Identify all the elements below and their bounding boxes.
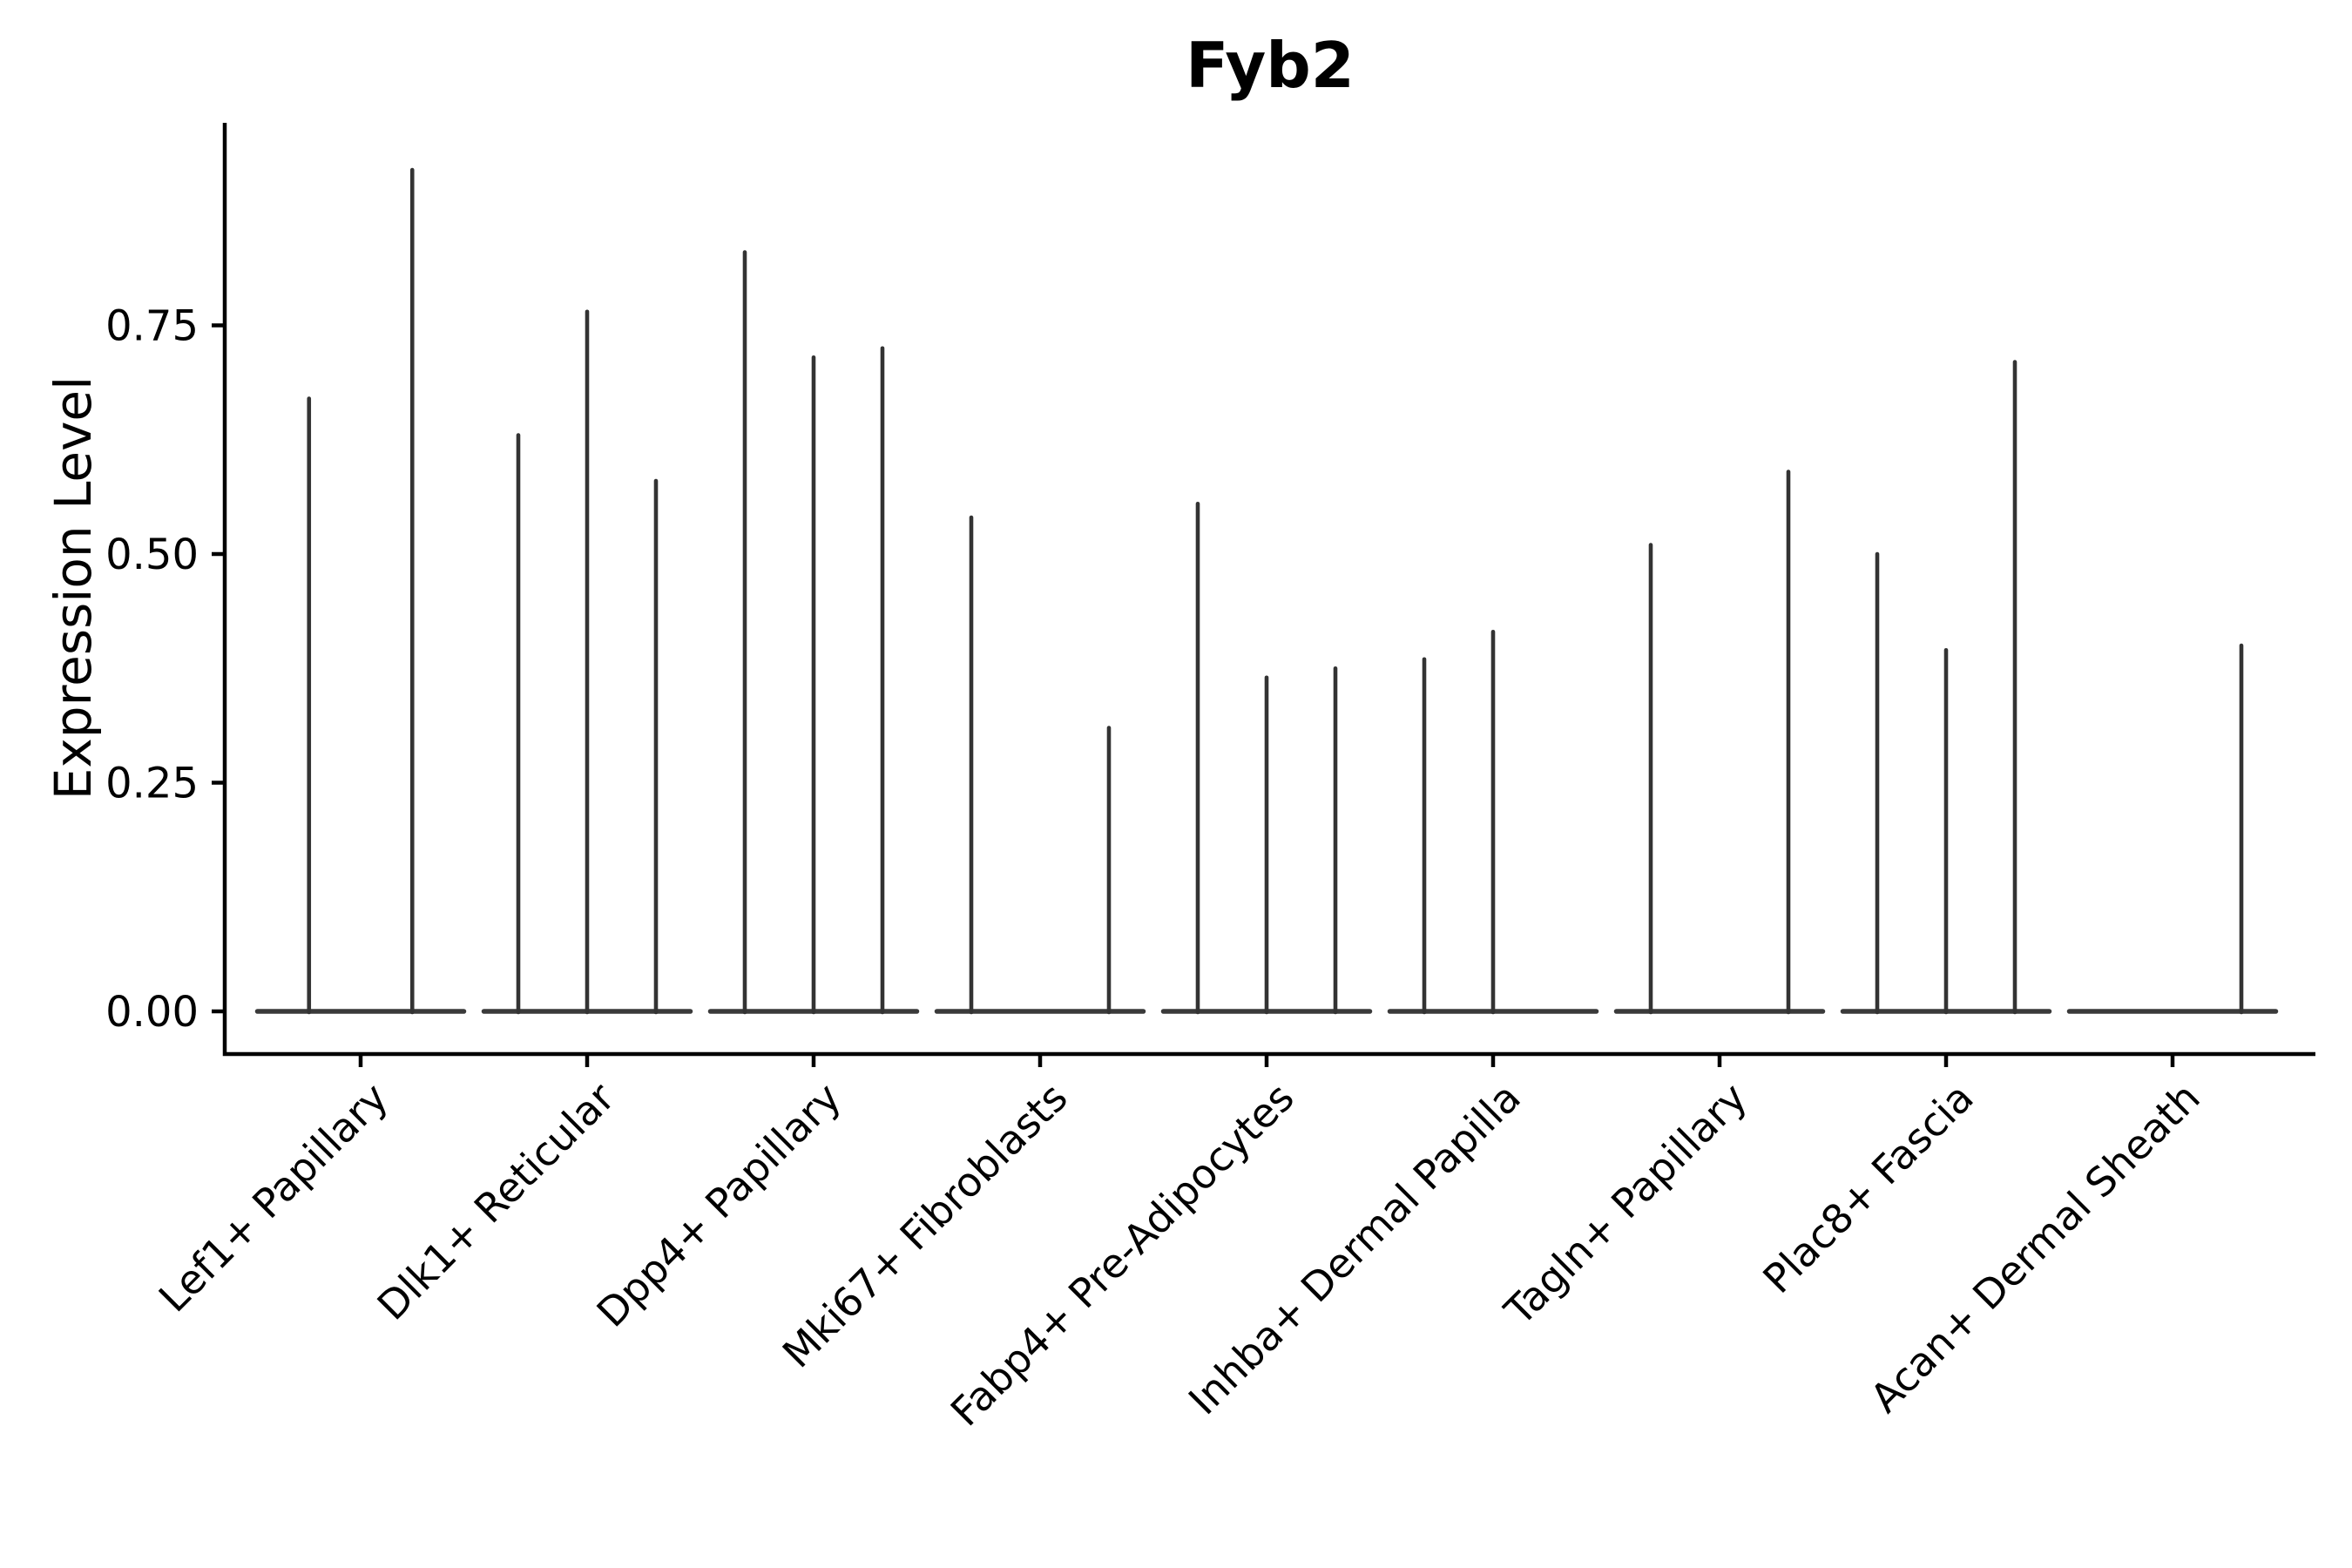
x-category-label: Lef1+ Papillary <box>150 1074 397 1321</box>
x-category-label: Plac8+ Fascia <box>1754 1074 1982 1302</box>
violin-spikes <box>307 167 2244 1015</box>
axes <box>222 123 2315 1057</box>
y-axis-ticks: 0.00 0.25 0.50 0.75 <box>105 301 225 1037</box>
y-tick-label: 0.00 <box>105 988 199 1037</box>
x-category-label: Dpp4+ Papillary <box>588 1074 850 1336</box>
y-tick-label: 0.25 <box>105 759 199 808</box>
y-axis-label: Expression Level <box>44 376 103 800</box>
x-category-label: Tagln+ Papillary <box>1495 1074 1756 1335</box>
axis-spines <box>222 123 2315 1057</box>
y-tick-label: 0.75 <box>105 301 199 350</box>
chart-title: Fyb2 <box>1186 29 1355 102</box>
y-tick-label: 0.50 <box>105 531 199 579</box>
x-category-label: Dlk1+ Reticular <box>368 1074 624 1329</box>
